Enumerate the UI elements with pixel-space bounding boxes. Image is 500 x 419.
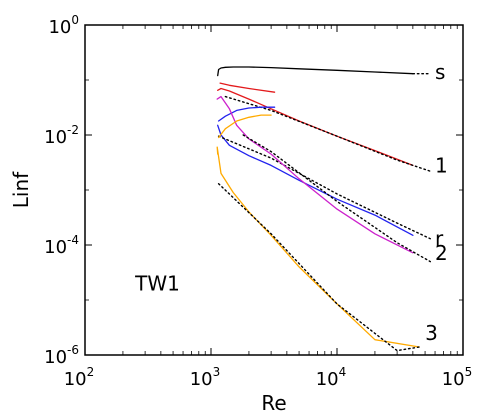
plot-frame <box>84 24 464 356</box>
x-tick-label: 103 <box>190 365 221 390</box>
series-line-10 <box>217 114 272 139</box>
y-tick-label: 100 <box>48 13 79 38</box>
x-axis-label: Re <box>261 391 286 415</box>
x-tick-label: 104 <box>316 365 347 390</box>
annotation-label: s <box>435 60 445 84</box>
series-line-5 <box>217 106 276 122</box>
annotation-label: 1 <box>435 153 448 177</box>
annotation-label: 3 <box>425 321 438 345</box>
y-axis-label: Linf <box>9 171 33 208</box>
annotations: TW1 s 1 r2 3 <box>134 60 448 345</box>
y-tick-label: 10-4 <box>44 233 79 258</box>
annotation-label: TW1 <box>134 271 180 295</box>
y-tick-label: 10-2 <box>44 123 79 148</box>
fit-line-12 <box>217 182 420 352</box>
fit-line-7 <box>217 135 431 240</box>
fit-line-4 <box>224 95 431 172</box>
series-line-2 <box>219 82 276 93</box>
series-line-0 <box>217 66 414 77</box>
series-line-8 <box>216 95 414 254</box>
series-line-11 <box>216 146 420 348</box>
annotation-label: r <box>435 227 444 251</box>
ticks: 102 103 104 105 10-6 10-4 10-2 100 <box>44 13 472 390</box>
series-group <box>216 66 431 352</box>
y-tick-label: 10-6 <box>44 343 79 368</box>
annotation-label: 2 <box>435 241 448 265</box>
x-tick-label: 102 <box>64 365 95 390</box>
x-tick-label: 105 <box>442 365 473 390</box>
